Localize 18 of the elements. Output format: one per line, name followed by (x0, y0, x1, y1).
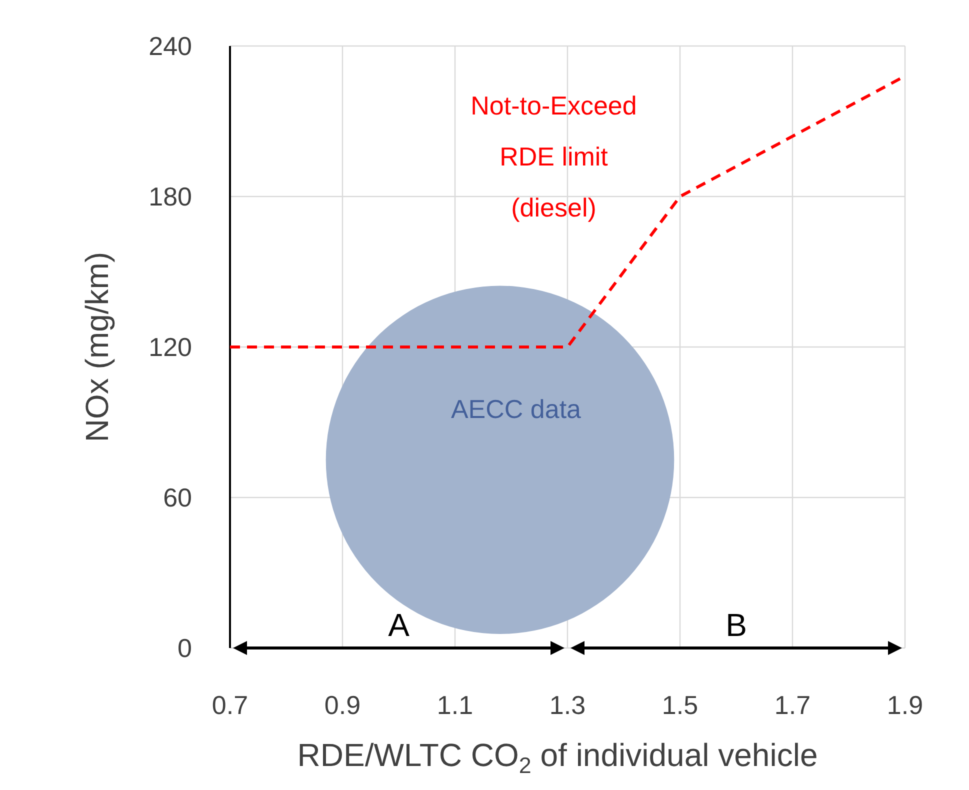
y-tick-label: 180 (148, 182, 192, 212)
annotation: B (726, 607, 747, 643)
series-label: AECC data (450, 394, 582, 424)
x-tick-label: 1.9 (886, 690, 924, 720)
x-tick-label: 1.5 (662, 690, 698, 720)
x-tick-label: 0.9 (324, 690, 361, 720)
annotation: A (388, 607, 410, 643)
x-tick-label: 1.3 (549, 690, 586, 720)
series-label: Not-to-Exceed RDE limit (diesel) (470, 90, 637, 222)
y-tick-label: 120 (148, 332, 192, 362)
x-tick-label: 1.7 (774, 690, 811, 720)
x-axis-title: RDE/WLTC CO$_{2}$ of individual vehicle (297, 737, 818, 778)
y-tick-label: 60 (163, 482, 192, 512)
y-tick-label: 0 (178, 633, 192, 663)
x-tick-label: 1.1 (436, 690, 474, 720)
x-tick-label: 0.7 (212, 690, 248, 720)
y-axis-title: NOx (mg/km) (79, 252, 115, 442)
y-tick-label: 240 (148, 31, 192, 61)
